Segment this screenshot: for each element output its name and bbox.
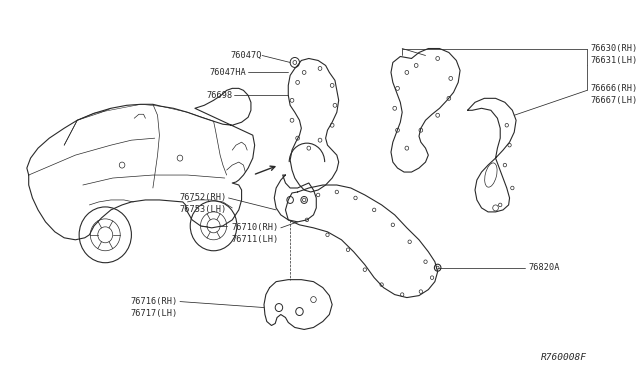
Text: 76630(RH): 76630(RH) — [591, 44, 638, 53]
Text: R760008F: R760008F — [541, 353, 587, 362]
Text: 76717(LH): 76717(LH) — [131, 309, 178, 318]
Text: 76753(LH): 76753(LH) — [179, 205, 227, 214]
Text: 76698: 76698 — [206, 91, 232, 100]
Text: 76047Q: 76047Q — [230, 51, 262, 60]
Text: 76666(RH): 76666(RH) — [591, 84, 638, 93]
Text: 76667(LH): 76667(LH) — [591, 96, 638, 105]
Text: 76716(RH): 76716(RH) — [131, 297, 178, 306]
Text: 76711(LH): 76711(LH) — [232, 235, 279, 244]
Text: 76820A: 76820A — [528, 263, 560, 272]
Text: 76710(RH): 76710(RH) — [232, 223, 279, 232]
Text: 76047HA: 76047HA — [209, 68, 246, 77]
Text: 76631(LH): 76631(LH) — [591, 56, 638, 65]
Text: 76752(RH): 76752(RH) — [179, 193, 227, 202]
